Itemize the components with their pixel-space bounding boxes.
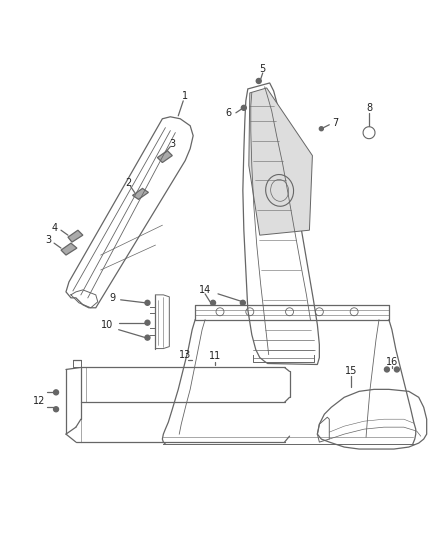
Polygon shape [61, 243, 77, 255]
Text: 16: 16 [386, 358, 398, 367]
Polygon shape [133, 188, 148, 199]
Text: 10: 10 [101, 320, 113, 330]
Circle shape [145, 335, 150, 340]
Text: 14: 14 [199, 285, 211, 295]
Text: 3: 3 [45, 235, 51, 245]
Text: 3: 3 [169, 139, 175, 149]
Text: 9: 9 [110, 293, 116, 303]
Polygon shape [157, 151, 172, 163]
Text: 2: 2 [125, 179, 132, 189]
Polygon shape [68, 230, 83, 242]
Text: 1: 1 [182, 91, 188, 101]
Circle shape [53, 407, 59, 411]
Circle shape [240, 300, 245, 305]
Circle shape [319, 127, 323, 131]
Text: 11: 11 [209, 351, 221, 360]
Text: 15: 15 [345, 367, 357, 376]
Text: 12: 12 [33, 397, 46, 406]
Text: 7: 7 [332, 118, 339, 128]
Text: 8: 8 [366, 103, 372, 113]
Circle shape [211, 300, 215, 305]
Polygon shape [249, 88, 312, 235]
Circle shape [385, 367, 389, 372]
Text: 5: 5 [260, 64, 266, 74]
Circle shape [394, 367, 399, 372]
Text: 6: 6 [225, 108, 231, 118]
Text: 13: 13 [179, 350, 191, 360]
Circle shape [145, 320, 150, 325]
Circle shape [241, 106, 246, 110]
Circle shape [53, 390, 59, 395]
Text: 4: 4 [52, 223, 58, 233]
Circle shape [145, 300, 150, 305]
Circle shape [256, 78, 261, 84]
